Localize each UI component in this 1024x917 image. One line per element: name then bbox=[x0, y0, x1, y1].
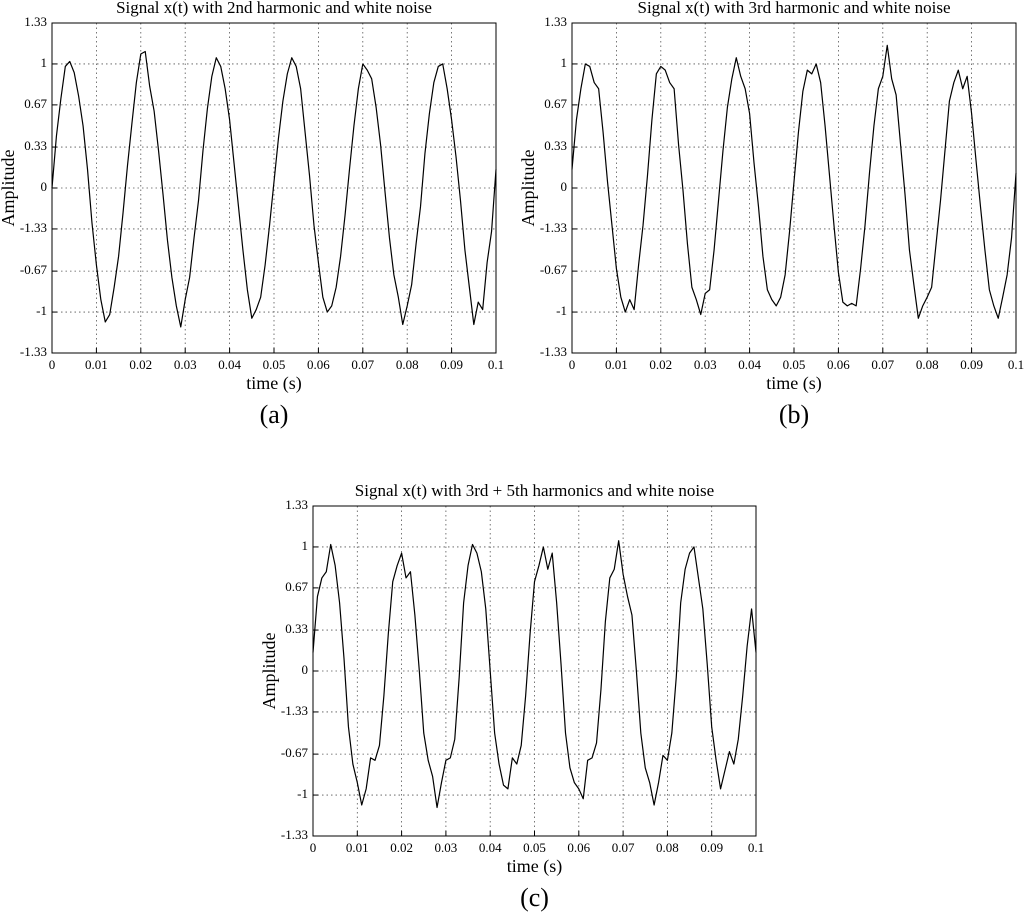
y-tick-label: 0.67 bbox=[24, 96, 47, 111]
y-tick-label: 0 bbox=[41, 179, 48, 194]
signal-line bbox=[312, 540, 757, 809]
y-tick-label: 1.33 bbox=[544, 14, 567, 29]
y-tick-label: -1.33 bbox=[20, 344, 47, 359]
x-axis-label: time (s) bbox=[766, 373, 822, 394]
y-tick-label: -1 bbox=[556, 303, 567, 318]
y-tick-label: 0.33 bbox=[24, 138, 47, 153]
x-tick-label: 0.02 bbox=[129, 357, 152, 372]
x-tick-label: 0.03 bbox=[174, 357, 197, 372]
x-tick-label: 0.04 bbox=[218, 357, 241, 372]
x-tick-label: 0.08 bbox=[656, 840, 679, 855]
x-tick-label: 0.09 bbox=[960, 357, 983, 372]
x-tick-label: 0.09 bbox=[440, 357, 463, 372]
y-axis-label: Amplitude bbox=[259, 632, 279, 709]
y-axis-label: Amplitude bbox=[518, 149, 538, 226]
y-axis-label: Amplitude bbox=[0, 149, 18, 226]
chart-title: Signal x(t) with 3rd harmonic and white … bbox=[637, 0, 950, 17]
y-tick-label: -1.33 bbox=[540, 344, 567, 359]
x-tick-label: 0.08 bbox=[916, 357, 939, 372]
y-tick-label: 1.33 bbox=[24, 14, 47, 29]
x-tick-label: 0.1 bbox=[748, 840, 764, 855]
x-tick-label: 0.04 bbox=[738, 357, 761, 372]
y-tick-label: -0.67 bbox=[540, 262, 568, 277]
x-tick-label: 0 bbox=[569, 357, 576, 372]
y-tick-label: 0 bbox=[302, 662, 309, 677]
x-tick-label: 0.06 bbox=[307, 357, 330, 372]
x-axis-label: time (s) bbox=[507, 856, 563, 877]
y-tick-label: -1 bbox=[297, 786, 308, 801]
plot-frame bbox=[312, 505, 757, 837]
panel-caption: (c) bbox=[520, 883, 549, 912]
x-tick-label: 0.01 bbox=[346, 840, 369, 855]
x-axis-label: time (s) bbox=[246, 373, 302, 394]
plot-frame bbox=[571, 22, 1017, 354]
y-tick-label: 0.33 bbox=[285, 621, 308, 636]
y-tick-label: 1 bbox=[561, 55, 568, 70]
y-tick-label: -1.33 bbox=[20, 220, 47, 235]
x-tick-label: 0.02 bbox=[390, 840, 413, 855]
x-tick-label: 0.08 bbox=[396, 357, 419, 372]
x-tick-label: 0.05 bbox=[263, 357, 286, 372]
chart-title: Signal x(t) with 3rd + 5th harmonics and… bbox=[355, 481, 714, 500]
y-tick-label: 0.67 bbox=[544, 96, 567, 111]
y-tick-label: 0 bbox=[561, 179, 568, 194]
x-tick-label: 0.07 bbox=[871, 357, 894, 372]
y-tick-label: 1 bbox=[41, 55, 48, 70]
x-tick-label: 0 bbox=[310, 840, 317, 855]
y-tick-label: 1.33 bbox=[285, 497, 308, 512]
x-tick-label: 0.09 bbox=[700, 840, 723, 855]
x-tick-label: 0 bbox=[49, 357, 56, 372]
x-tick-label: 0.06 bbox=[567, 840, 590, 855]
x-tick-label: 0.01 bbox=[605, 357, 628, 372]
y-tick-label: -1.33 bbox=[281, 827, 308, 842]
x-tick-label: 0.1 bbox=[488, 357, 504, 372]
y-tick-label: 0.33 bbox=[544, 138, 567, 153]
signal-line bbox=[571, 44, 1017, 319]
x-tick-label: 0.07 bbox=[351, 357, 374, 372]
x-tick-label: 0.05 bbox=[783, 357, 806, 372]
x-tick-label: 0.07 bbox=[612, 840, 635, 855]
panel-caption: (b) bbox=[779, 400, 809, 429]
plot-frame bbox=[51, 22, 497, 354]
y-tick-label: -0.67 bbox=[20, 262, 48, 277]
y-tick-label: -1 bbox=[36, 303, 47, 318]
x-tick-label: 0.06 bbox=[827, 357, 850, 372]
y-tick-label: -0.67 bbox=[281, 745, 309, 760]
x-tick-label: 0.04 bbox=[479, 840, 502, 855]
x-tick-label: 0.1 bbox=[1008, 357, 1024, 372]
x-tick-label: 0.01 bbox=[85, 357, 108, 372]
x-tick-label: 0.05 bbox=[523, 840, 546, 855]
x-tick-label: 0.03 bbox=[694, 357, 717, 372]
chart-title: Signal x(t) with 2nd harmonic and white … bbox=[116, 0, 432, 17]
signal-line bbox=[51, 50, 497, 328]
x-tick-label: 0.02 bbox=[649, 357, 672, 372]
x-tick-label: 0.03 bbox=[435, 840, 458, 855]
y-tick-label: -1.33 bbox=[281, 703, 308, 718]
panel-caption: (a) bbox=[260, 400, 289, 429]
y-tick-label: -1.33 bbox=[540, 220, 567, 235]
y-tick-label: 1 bbox=[302, 538, 309, 553]
y-tick-label: 0.67 bbox=[285, 579, 308, 594]
